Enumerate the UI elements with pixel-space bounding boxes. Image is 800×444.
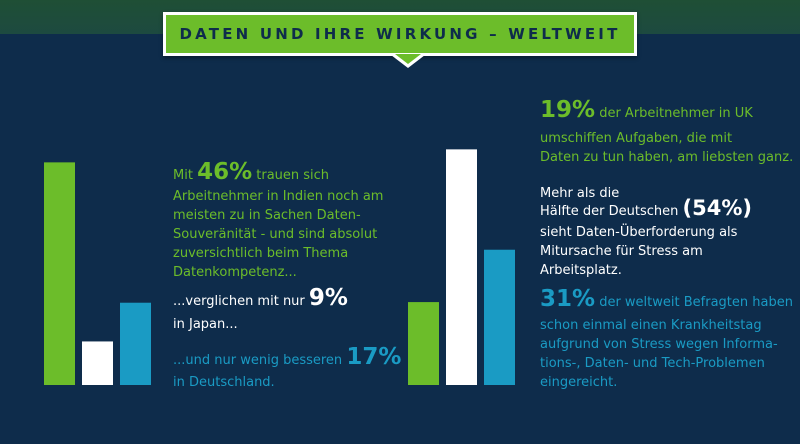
banner-pointer: [395, 54, 421, 64]
world-value: 31%: [540, 286, 596, 312]
world-stat-line2: schon einmal einen Krankheitstag: [540, 318, 762, 333]
bar-right-deutschland: [446, 149, 477, 385]
japan-value: 9%: [308, 285, 348, 311]
bar-left-japan: [82, 341, 113, 385]
title-banner: DATEN UND IHRE WIRKUNG – WELTWEIT: [163, 12, 637, 56]
page-title: DATEN UND IHRE WIRKUNG – WELTWEIT: [179, 25, 621, 43]
bar-right-uk: [408, 302, 439, 385]
world-stat-line1: 31% der weltweit Befragten haben: [540, 286, 793, 312]
bar-left-indien: [44, 162, 75, 385]
world-stat-line5: eingereicht.: [540, 375, 618, 390]
uk-stat-line3: Daten zu tun haben, am liebsten ganz.: [540, 150, 794, 165]
india-stat-line5: zuversichtlich beim Thema: [173, 246, 349, 261]
uk-value: 19%: [540, 97, 596, 123]
uk-stat-line1: 19% der Arbeitnehmer in UK: [540, 97, 753, 123]
india-stat-line1: Mit 46% trauen sich: [173, 159, 330, 185]
japan-stat-line1: ...verglichen mit nur 9%: [173, 285, 348, 311]
de-value: (54%): [682, 196, 752, 220]
de-stat-line4: Mitursache für Stress am: [540, 244, 703, 259]
germany-value: 17%: [346, 344, 402, 370]
de-stat-line2: Hälfte der Deutschen (54%): [540, 196, 752, 220]
india-stat-line4: Souveränität - und sind absolut: [173, 227, 378, 242]
world-stat-line3: aufgrund von Stress wegen Informa-: [540, 337, 778, 352]
india-stat-line2: Arbeitnehmer in Indien noch am: [173, 189, 384, 204]
india-stat-line6: Datenkompetenz...: [173, 265, 297, 280]
bar-right-weltweit: [484, 249, 515, 385]
world-stat-line4: tions-, Daten- und Tech-Problemen: [540, 356, 765, 371]
germany-stat-line2: in Deutschland.: [173, 375, 275, 390]
de-stat-line3: sieht Daten-Überforderung als: [540, 225, 738, 240]
india-stat-line3: meisten zu in Sachen Daten-: [173, 208, 361, 223]
india-value: 46%: [197, 159, 253, 185]
uk-stat-line2: umschiffen Aufgaben, die mit: [540, 131, 733, 146]
bar-left-deutschland: [120, 302, 151, 385]
de-stat-line5: Arbeitsplatz.: [540, 263, 622, 278]
de-stat-line1: Mehr als die: [540, 186, 620, 201]
japan-stat-line2: in Japan...: [173, 317, 238, 332]
germany-stat-line1: ...und nur wenig besseren 17%: [173, 344, 402, 370]
